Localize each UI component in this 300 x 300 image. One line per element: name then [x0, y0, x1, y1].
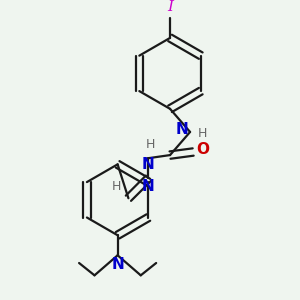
Text: N: N	[111, 257, 124, 272]
Text: I: I	[167, 0, 173, 14]
Text: H: H	[145, 138, 155, 152]
Text: O: O	[196, 142, 209, 157]
Text: N: N	[176, 122, 188, 137]
Text: N: N	[142, 157, 155, 172]
Text: H: H	[198, 127, 207, 140]
Text: H: H	[111, 180, 121, 193]
Text: N: N	[142, 179, 155, 194]
